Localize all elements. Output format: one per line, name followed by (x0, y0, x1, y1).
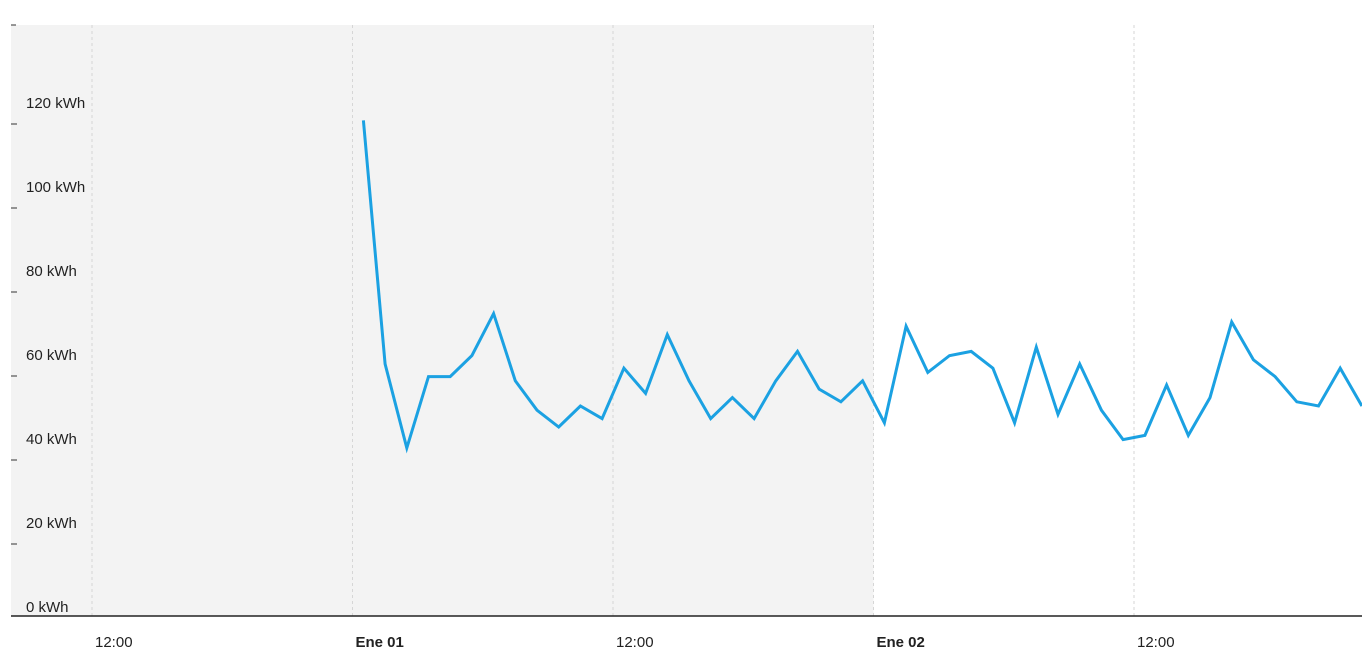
y-tick-label: 40 kWh (26, 431, 77, 448)
x-tick-label: Ene 01 (356, 634, 404, 651)
x-tick-label: 12:00 (616, 634, 654, 651)
series-line (361, 120, 1362, 454)
series-layer (361, 120, 1362, 454)
y-tick-label: 20 kWh (26, 515, 77, 532)
y-axis: 0 kWh 20 kWh 40 kWh 60 kWh 80 kWh 100 kWh 120 … (11, 24, 85, 616)
y-tick-label: 100 kWh (26, 179, 85, 196)
x-tick-label: Ene 02 (877, 634, 925, 651)
y-tick-label: 0 kWh (26, 599, 69, 616)
x-axis: 12:00 Ene 01 12:00 Ene 02 12:00 (11, 615, 1362, 651)
y-tick-label: 80 kWh (26, 263, 77, 280)
vertical-gridlines (91, 25, 1135, 616)
x-tick-label: 12:00 (95, 634, 133, 651)
shaded-period (11, 25, 874, 616)
y-tick-label: 60 kWh (26, 347, 77, 364)
x-tick-label: 12:00 (1137, 634, 1175, 651)
y-tick-label: 120 kWh (26, 95, 85, 112)
